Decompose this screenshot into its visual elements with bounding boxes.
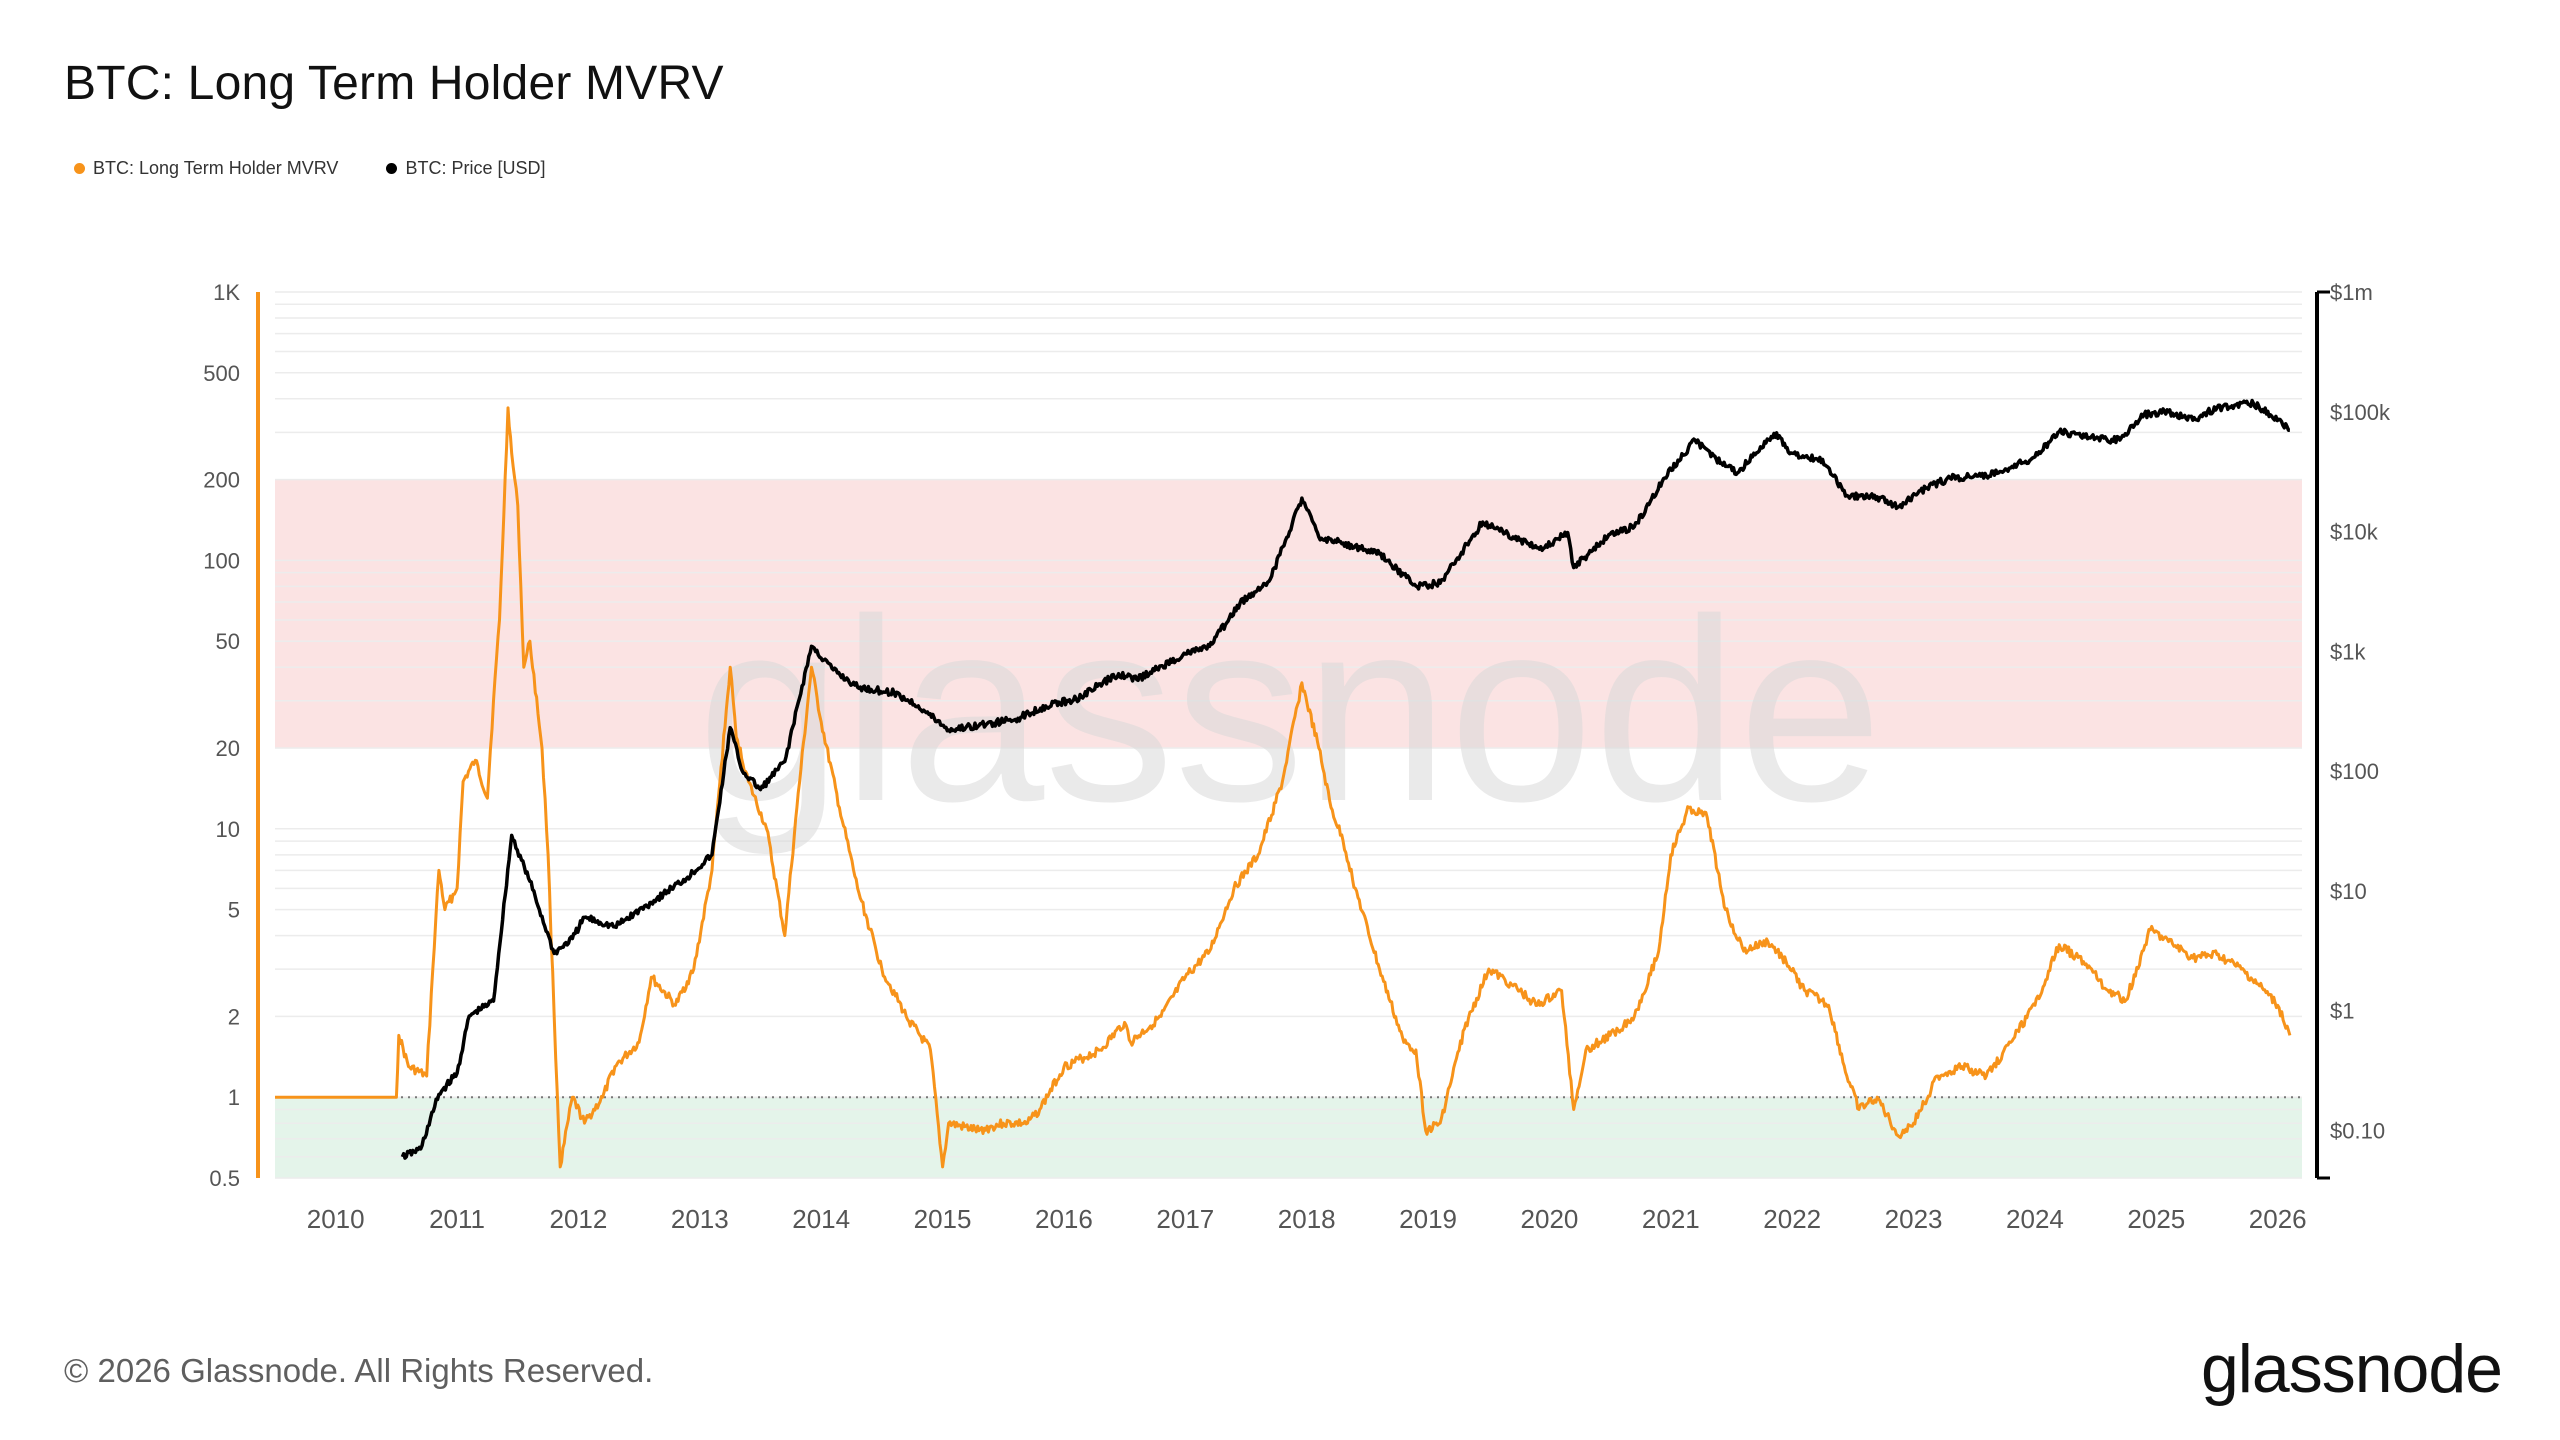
chart-axes: 1K5002001005020105210.5$1m$100k$10k$1k$1… bbox=[203, 280, 2391, 1234]
x-tick-label: 2021 bbox=[1642, 1204, 1700, 1234]
right-tick-label: $0.10 bbox=[2330, 1118, 2385, 1143]
left-tick-label: 200 bbox=[203, 468, 240, 493]
left-tick-label: 1K bbox=[213, 280, 240, 305]
x-tick-label: 2015 bbox=[914, 1204, 972, 1234]
x-tick-label: 2011 bbox=[429, 1204, 485, 1234]
left-tick-label: 1 bbox=[228, 1085, 240, 1110]
x-tick-label: 2014 bbox=[792, 1204, 850, 1234]
chart-bands bbox=[275, 479, 2302, 1178]
x-tick-label: 2026 bbox=[2249, 1204, 2307, 1234]
watermark-text: glassnode bbox=[697, 566, 1882, 857]
page-title: BTC: Long Term Holder MVRV bbox=[64, 57, 724, 110]
series-line-mvrv bbox=[274, 406, 2292, 1169]
band-1 bbox=[275, 1097, 2302, 1178]
x-tick-label: 2019 bbox=[1399, 1204, 1457, 1234]
x-tick-label: 2022 bbox=[1763, 1204, 1821, 1234]
right-tick-label: $100k bbox=[2330, 400, 2391, 425]
left-tick-label: 500 bbox=[203, 361, 240, 386]
x-tick-label: 2024 bbox=[2006, 1204, 2064, 1234]
x-tick-label: 2020 bbox=[1521, 1204, 1579, 1234]
right-tick-label: $1m bbox=[2330, 280, 2373, 305]
legend-item-mvrv[interactable]: BTC: Long Term Holder MVRV bbox=[74, 158, 338, 179]
band-0 bbox=[275, 479, 2302, 749]
left-tick-label: 10 bbox=[216, 817, 240, 842]
x-tick-label: 2017 bbox=[1156, 1204, 1214, 1234]
x-tick-label: 2012 bbox=[550, 1204, 608, 1234]
legend-item-price[interactable]: BTC: Price [USD] bbox=[386, 158, 545, 179]
right-tick-label: $10k bbox=[2330, 520, 2379, 545]
chart-legend: BTC: Long Term Holder MVRV BTC: Price [U… bbox=[74, 158, 545, 179]
series-line-price bbox=[400, 398, 2291, 1160]
left-tick-label: 50 bbox=[216, 629, 240, 654]
copyright-text: © 2026 Glassnode. All Rights Reserved. bbox=[64, 1352, 654, 1389]
legend-dot-mvrv bbox=[74, 163, 85, 174]
legend-dot-price bbox=[386, 163, 398, 174]
left-tick-label: 20 bbox=[216, 736, 240, 761]
right-tick-label: $100 bbox=[2330, 759, 2379, 784]
left-tick-label: 2 bbox=[228, 1004, 240, 1029]
legend-label-mvrv: BTC: Long Term Holder MVRV bbox=[93, 158, 339, 178]
x-tick-label: 2013 bbox=[671, 1204, 729, 1234]
right-tick-label: $10 bbox=[2330, 879, 2367, 904]
right-tick-label: $1 bbox=[2330, 999, 2354, 1024]
left-tick-label: 100 bbox=[203, 548, 240, 573]
x-tick-label: 2010 bbox=[307, 1204, 365, 1234]
glassnode-logo[interactable]: glassnode bbox=[2200, 1331, 2503, 1407]
legend-label-price: BTC: Price [USD] bbox=[405, 158, 546, 178]
x-tick-label: 2016 bbox=[1035, 1204, 1093, 1234]
x-tick-label: 2023 bbox=[1885, 1204, 1943, 1234]
x-tick-label: 2025 bbox=[2127, 1204, 2185, 1234]
left-tick-label: 0.5 bbox=[209, 1166, 240, 1191]
left-tick-label: 5 bbox=[228, 898, 240, 923]
x-tick-label: 2018 bbox=[1278, 1204, 1336, 1234]
right-tick-label: $1k bbox=[2330, 639, 2366, 664]
chart-series bbox=[274, 398, 2292, 1169]
